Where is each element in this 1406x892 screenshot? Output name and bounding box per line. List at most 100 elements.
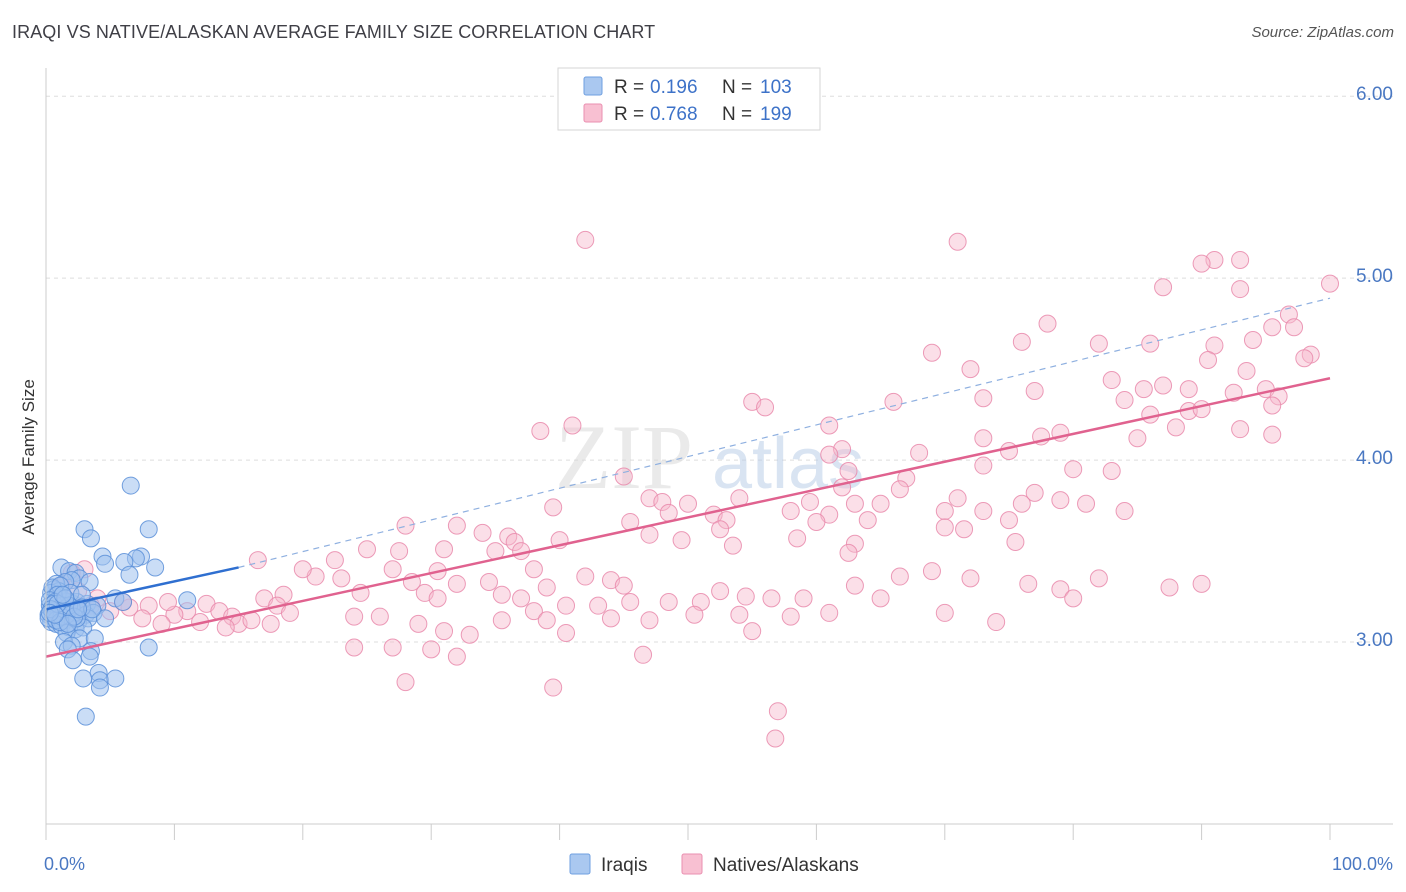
iraqi-point-32 <box>178 591 197 610</box>
native-point-82 <box>717 511 736 530</box>
native-point-195 <box>1064 589 1083 608</box>
x-tick-label-max: 100.0% <box>1332 854 1393 874</box>
native-point-176 <box>435 622 454 641</box>
native-point-20 <box>1295 349 1314 368</box>
native-point-31 <box>1115 391 1134 410</box>
y-tick-label-6.00: 6.00 <box>1356 84 1393 105</box>
watermark-zip: ZIP <box>555 406 693 508</box>
native-point-86 <box>1000 511 1018 530</box>
native-point-52 <box>910 443 929 462</box>
native-point-59 <box>1102 462 1121 481</box>
native-point-7 <box>1231 280 1250 299</box>
native-point-105 <box>435 540 454 559</box>
native-point-13 <box>1089 334 1108 353</box>
iraqi-point-69 <box>106 669 125 688</box>
native-point-78 <box>1077 494 1096 513</box>
native-point-175 <box>409 614 428 633</box>
native-point-186 <box>640 611 659 630</box>
native-point-187 <box>685 605 704 624</box>
y-tick-label-4.00: 4.00 <box>1356 448 1393 469</box>
native-point-62 <box>948 489 967 508</box>
native-point-136 <box>794 589 813 608</box>
native-point-189 <box>743 622 762 641</box>
native-point-199 <box>544 678 563 697</box>
native-point-111 <box>248 551 267 570</box>
legend-n-value-iraqis: 103 <box>760 77 792 98</box>
native-point-165 <box>216 618 235 637</box>
native-point-21 <box>1237 361 1256 380</box>
native-point-112 <box>332 569 351 588</box>
native-point-143 <box>1160 578 1179 597</box>
native-point-150 <box>158 593 177 612</box>
native-point-22 <box>961 360 980 379</box>
native-point-6 <box>1154 278 1173 297</box>
native-point-54 <box>974 456 993 475</box>
native-point-83 <box>807 512 826 531</box>
native-point-72 <box>781 502 800 521</box>
iraqi-point-10 <box>120 565 139 584</box>
native-point-107 <box>358 540 376 559</box>
native-point-85 <box>935 518 954 537</box>
iraqi-point-71 <box>76 707 95 726</box>
native-point-74 <box>935 502 954 521</box>
legend-r-value-natives: 0.768 <box>650 104 698 125</box>
y-tick-label-3.00: 3.00 <box>1356 630 1393 651</box>
native-point-4 <box>1192 254 1211 273</box>
native-point-41 <box>1231 420 1250 439</box>
native-point-126 <box>492 585 511 604</box>
bottom-legend-swatch-natives <box>681 853 703 875</box>
native-point-70 <box>845 494 864 513</box>
native-point-42 <box>820 416 839 435</box>
trend-line-natives <box>45 376 1331 658</box>
native-point-131 <box>659 593 678 612</box>
bottom-legend-swatch-iraqis <box>569 853 591 875</box>
grid-layer: 3.00 4.00 5.00 6.00 <box>46 84 1393 651</box>
native-point-139 <box>922 562 941 581</box>
native-point-50 <box>1000 442 1018 460</box>
native-point-99 <box>839 543 858 562</box>
native-point-194 <box>987 613 1006 632</box>
native-point-3 <box>1231 250 1250 269</box>
native-point-44 <box>531 421 550 440</box>
legend-bottom: Iraqis Natives/Alaskans <box>569 853 859 876</box>
legend-n-label-natives: N = <box>722 104 752 125</box>
native-point-17 <box>922 343 941 362</box>
native-point-93 <box>955 520 974 539</box>
native-point-49 <box>1263 425 1282 444</box>
native-point-94 <box>1006 532 1025 551</box>
bottom-legend-label-iraqis: Iraqis <box>601 855 647 876</box>
native-point-172 <box>280 603 299 622</box>
native-point-180 <box>345 638 364 657</box>
native-point-120 <box>576 567 595 586</box>
iraqi-point-3 <box>81 529 100 548</box>
trend-lines <box>45 297 1331 658</box>
iraqi-points <box>39 476 197 726</box>
native-point-9 <box>1263 318 1282 337</box>
native-points <box>52 230 1339 748</box>
native-point-188 <box>730 605 749 624</box>
iraqi-point-68 <box>74 669 93 688</box>
native-point-28 <box>1154 376 1173 395</box>
native-point-27 <box>1025 381 1044 400</box>
native-point-135 <box>762 589 781 608</box>
y-tick-label-5.00: 5.00 <box>1356 266 1393 287</box>
native-point-134 <box>736 587 755 606</box>
iraqi-point-49 <box>96 609 115 628</box>
native-point-98 <box>723 536 742 555</box>
native-point-191 <box>820 603 839 622</box>
legend-top: R = 0.196 N = 103 R = 0.768 N = 199 <box>557 67 821 131</box>
native-point-5 <box>1321 274 1339 293</box>
native-point-47 <box>1128 429 1147 448</box>
native-point-137 <box>845 576 864 595</box>
native-point-71 <box>871 494 890 513</box>
native-point-48 <box>974 429 993 448</box>
iraqi-point-0 <box>121 476 140 495</box>
native-point-122 <box>614 576 633 595</box>
trend-line-iraqis <box>45 566 239 611</box>
iraqi-point-9 <box>146 558 165 577</box>
native-point-18 <box>1199 351 1218 370</box>
native-point-106 <box>390 542 409 561</box>
native-point-198 <box>396 673 415 692</box>
native-point-97 <box>711 520 730 539</box>
